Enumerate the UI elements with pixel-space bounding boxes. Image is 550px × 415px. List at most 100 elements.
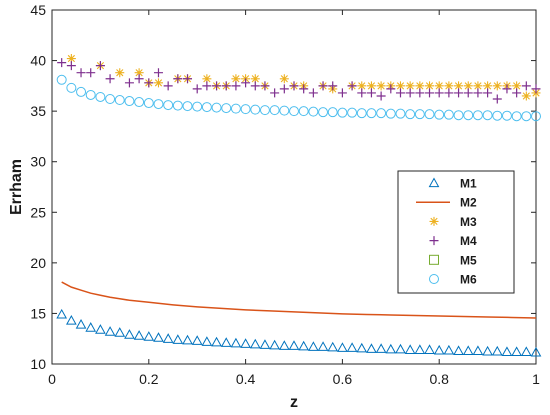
data-point bbox=[191, 335, 203, 345]
data-point bbox=[395, 343, 406, 354]
x-tick-label: 0.4 bbox=[236, 371, 256, 387]
y-tick-label: 35 bbox=[30, 103, 46, 119]
data-point bbox=[202, 74, 212, 84]
y-tick-label: 40 bbox=[30, 53, 46, 69]
data-point bbox=[501, 346, 513, 356]
legend-label: M4 bbox=[460, 234, 477, 248]
legend: M1 M2 M3 M4 M5 M6 bbox=[397, 170, 515, 294]
data-point bbox=[298, 106, 309, 117]
data-point bbox=[75, 319, 87, 329]
data-point bbox=[327, 107, 338, 118]
data-point bbox=[521, 81, 531, 91]
data-point bbox=[318, 81, 328, 91]
data-point bbox=[434, 88, 444, 98]
data-point bbox=[114, 327, 126, 337]
legend-item: M6 bbox=[429, 273, 477, 287]
data-point bbox=[153, 99, 164, 110]
data-point bbox=[124, 78, 134, 88]
data-point bbox=[231, 74, 241, 84]
data-point bbox=[463, 88, 473, 98]
data-point bbox=[357, 81, 367, 91]
data-point bbox=[298, 340, 310, 351]
data-point bbox=[250, 104, 261, 115]
data-point bbox=[95, 324, 106, 334]
data-point bbox=[85, 89, 96, 100]
series-group bbox=[56, 54, 542, 357]
data-point bbox=[443, 344, 455, 355]
data-point bbox=[240, 104, 251, 115]
data-point bbox=[259, 105, 270, 116]
data-point bbox=[483, 88, 493, 98]
data-point bbox=[356, 342, 368, 353]
legend-label: M2 bbox=[460, 196, 477, 210]
data-point bbox=[249, 338, 261, 349]
data-point bbox=[521, 111, 532, 122]
legend-label: M5 bbox=[460, 253, 477, 267]
data-point bbox=[366, 81, 376, 91]
data-point bbox=[66, 54, 76, 64]
x-tick-label: 0 bbox=[48, 371, 56, 387]
y-tick-label: 30 bbox=[30, 154, 46, 170]
data-point bbox=[366, 108, 377, 119]
legend-marker bbox=[429, 274, 439, 284]
data-point bbox=[386, 84, 396, 94]
legend-marker bbox=[429, 236, 439, 246]
data-point bbox=[144, 78, 154, 88]
data-point bbox=[317, 341, 329, 351]
data-point bbox=[85, 322, 97, 332]
data-point bbox=[66, 61, 76, 71]
data-point bbox=[143, 98, 154, 109]
data-point bbox=[153, 78, 163, 88]
data-point bbox=[308, 88, 318, 98]
data-point bbox=[462, 345, 474, 355]
data-point bbox=[279, 74, 289, 84]
data-point bbox=[424, 344, 435, 354]
data-point bbox=[482, 110, 493, 121]
data-point bbox=[182, 101, 193, 112]
data-point bbox=[472, 345, 484, 355]
data-point bbox=[395, 108, 406, 119]
data-point bbox=[308, 106, 319, 117]
data-point bbox=[173, 74, 183, 84]
data-point bbox=[57, 58, 67, 68]
y-tick-label: 20 bbox=[30, 255, 46, 271]
data-point bbox=[385, 343, 397, 354]
x-tick-label: 0.8 bbox=[429, 371, 449, 387]
y-tick-label: 15 bbox=[30, 305, 46, 321]
data-point bbox=[163, 81, 173, 91]
data-point bbox=[308, 341, 319, 351]
x-tick-label: 0.2 bbox=[139, 371, 159, 387]
data-point bbox=[425, 81, 435, 91]
data-point bbox=[531, 111, 541, 122]
data-point bbox=[183, 74, 193, 84]
data-point bbox=[531, 84, 541, 94]
data-point bbox=[86, 68, 96, 78]
data-point bbox=[433, 344, 445, 355]
series-m4 bbox=[57, 58, 541, 104]
data-point bbox=[414, 109, 425, 120]
data-point bbox=[124, 96, 135, 107]
data-point bbox=[279, 84, 289, 94]
data-point bbox=[260, 81, 270, 91]
data-point bbox=[492, 110, 503, 121]
data-point bbox=[347, 107, 358, 118]
data-point bbox=[163, 100, 174, 111]
data-point bbox=[473, 88, 483, 98]
data-point bbox=[482, 345, 493, 356]
data-point bbox=[201, 102, 212, 113]
data-point bbox=[76, 68, 86, 78]
data-point bbox=[270, 88, 280, 98]
data-point bbox=[250, 81, 260, 91]
data-point bbox=[162, 333, 174, 343]
data-point bbox=[231, 81, 241, 91]
data-point bbox=[511, 111, 522, 122]
data-point bbox=[134, 68, 144, 78]
data-point bbox=[337, 342, 348, 352]
data-point bbox=[385, 108, 396, 119]
data-point bbox=[211, 102, 222, 113]
data-point bbox=[501, 110, 512, 121]
data-point bbox=[483, 81, 493, 91]
data-point bbox=[279, 105, 290, 116]
data-point bbox=[240, 338, 251, 348]
data-point bbox=[211, 336, 222, 347]
